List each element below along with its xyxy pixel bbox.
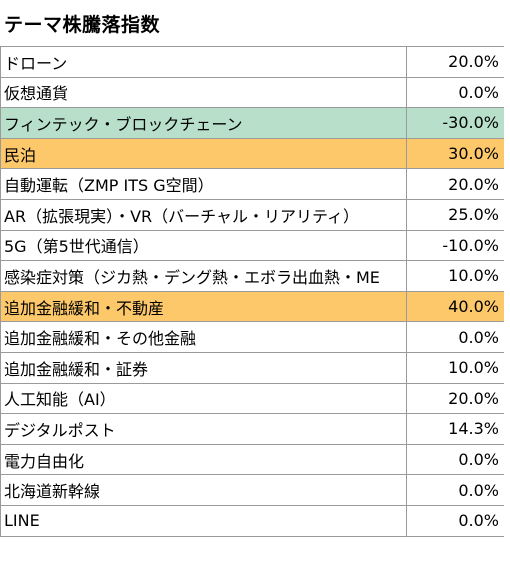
theme-name-cell[interactable]: 5G（第5世代通信） — [0, 229, 407, 262]
theme-name-cell[interactable]: AR（拡張現実）・VR（バーチャル・リアリティ） — [0, 198, 407, 231]
table-row: 電力自由化 0.0% — [0, 443, 505, 476]
theme-change-cell[interactable]: 0.0% — [406, 321, 505, 353]
table-row: 北海道新幹線 0.0% — [0, 474, 505, 506]
theme-change-cell[interactable]: 20.0% — [406, 46, 505, 78]
theme-change-cell[interactable]: 0.0% — [406, 76, 505, 109]
theme-change-cell[interactable]: -10.0% — [406, 229, 505, 262]
table-row: LINE 0.0% — [0, 504, 505, 537]
table-row: 追加金融緩和・証券 10.0% — [0, 351, 505, 384]
theme-change-cell[interactable]: 10.0% — [406, 351, 505, 384]
table-row: 人工知能（AI） 20.0% — [0, 382, 505, 415]
table-row: 仮想通貨 0.0% — [0, 76, 505, 109]
sheet-title: テーマ株騰落指数 — [4, 14, 161, 36]
sheet-right-edge — [504, 46, 510, 567]
theme-change-cell[interactable]: 20.0% — [406, 168, 505, 200]
table-row: フィンテック・ブロックチェーン -30.0% — [0, 107, 505, 139]
theme-name-cell[interactable]: 民泊 — [0, 137, 407, 170]
theme-name-cell[interactable]: 仮想通貨 — [0, 76, 407, 109]
theme-change-cell[interactable]: -30.0% — [406, 107, 505, 139]
theme-name-cell[interactable]: 追加金融緩和・証券 — [0, 351, 407, 384]
table-row: 民泊 30.0% — [0, 137, 505, 170]
theme-name-cell[interactable]: ドローン — [0, 46, 407, 78]
table-row: AR（拡張現実）・VR（バーチャル・リアリティ） 25.0% — [0, 198, 505, 231]
theme-change-cell[interactable]: 0.0% — [406, 504, 505, 537]
theme-name-cell[interactable]: 感染症対策（ジカ熱・デング熱・エボラ出血熱・ME — [0, 260, 407, 292]
table-row: 追加金融緩和・不動産 40.0% — [0, 290, 505, 323]
theme-name-cell[interactable]: 北海道新幹線 — [0, 474, 407, 506]
theme-name-cell[interactable]: 人工知能（AI） — [0, 382, 407, 415]
theme-name-cell[interactable]: 自動運転（ZMP ITS G空間） — [0, 168, 407, 200]
theme-change-cell[interactable]: 0.0% — [406, 474, 505, 506]
theme-name-cell[interactable]: 追加金融緩和・その他金融 — [0, 321, 407, 353]
theme-name-cell[interactable]: 電力自由化 — [0, 443, 407, 476]
table-row: 追加金融緩和・その他金融 0.0% — [0, 321, 505, 353]
title-bar: テーマ株騰落指数 — [0, 0, 510, 46]
theme-change-cell[interactable]: 30.0% — [406, 137, 505, 170]
table-row: 5G（第5世代通信） -10.0% — [0, 229, 505, 262]
theme-change-cell[interactable]: 20.0% — [406, 382, 505, 415]
theme-change-cell[interactable]: 40.0% — [406, 290, 505, 323]
theme-change-cell[interactable]: 10.0% — [406, 260, 505, 292]
table-body: ドローン 20.0% 仮想通貨 0.0% フィンテック・ブロックチェーン -30.0% 民泊… — [0, 46, 505, 537]
theme-index-table: ドローン 20.0% 仮想通貨 0.0% フィンテック・ブロックチェーン -30.0% 民泊… — [0, 46, 505, 537]
theme-change-cell[interactable]: 0.0% — [406, 443, 505, 476]
theme-change-cell[interactable]: 14.3% — [406, 413, 505, 445]
theme-name-cell[interactable]: フィンテック・ブロックチェーン — [0, 107, 407, 139]
theme-name-cell[interactable]: LINE — [0, 504, 407, 537]
theme-change-cell[interactable]: 25.0% — [406, 198, 505, 231]
table-row: ドローン 20.0% — [0, 46, 505, 78]
table-row: デジタルポスト 14.3% — [0, 413, 505, 445]
table-row: 自動運転（ZMP ITS G空間） 20.0% — [0, 168, 505, 200]
theme-name-cell[interactable]: 追加金融緩和・不動産 — [0, 290, 407, 323]
theme-name-cell[interactable]: デジタルポスト — [0, 413, 407, 445]
table-row: 感染症対策（ジカ熱・デング熱・エボラ出血熱・ME 10.0% — [0, 260, 505, 292]
